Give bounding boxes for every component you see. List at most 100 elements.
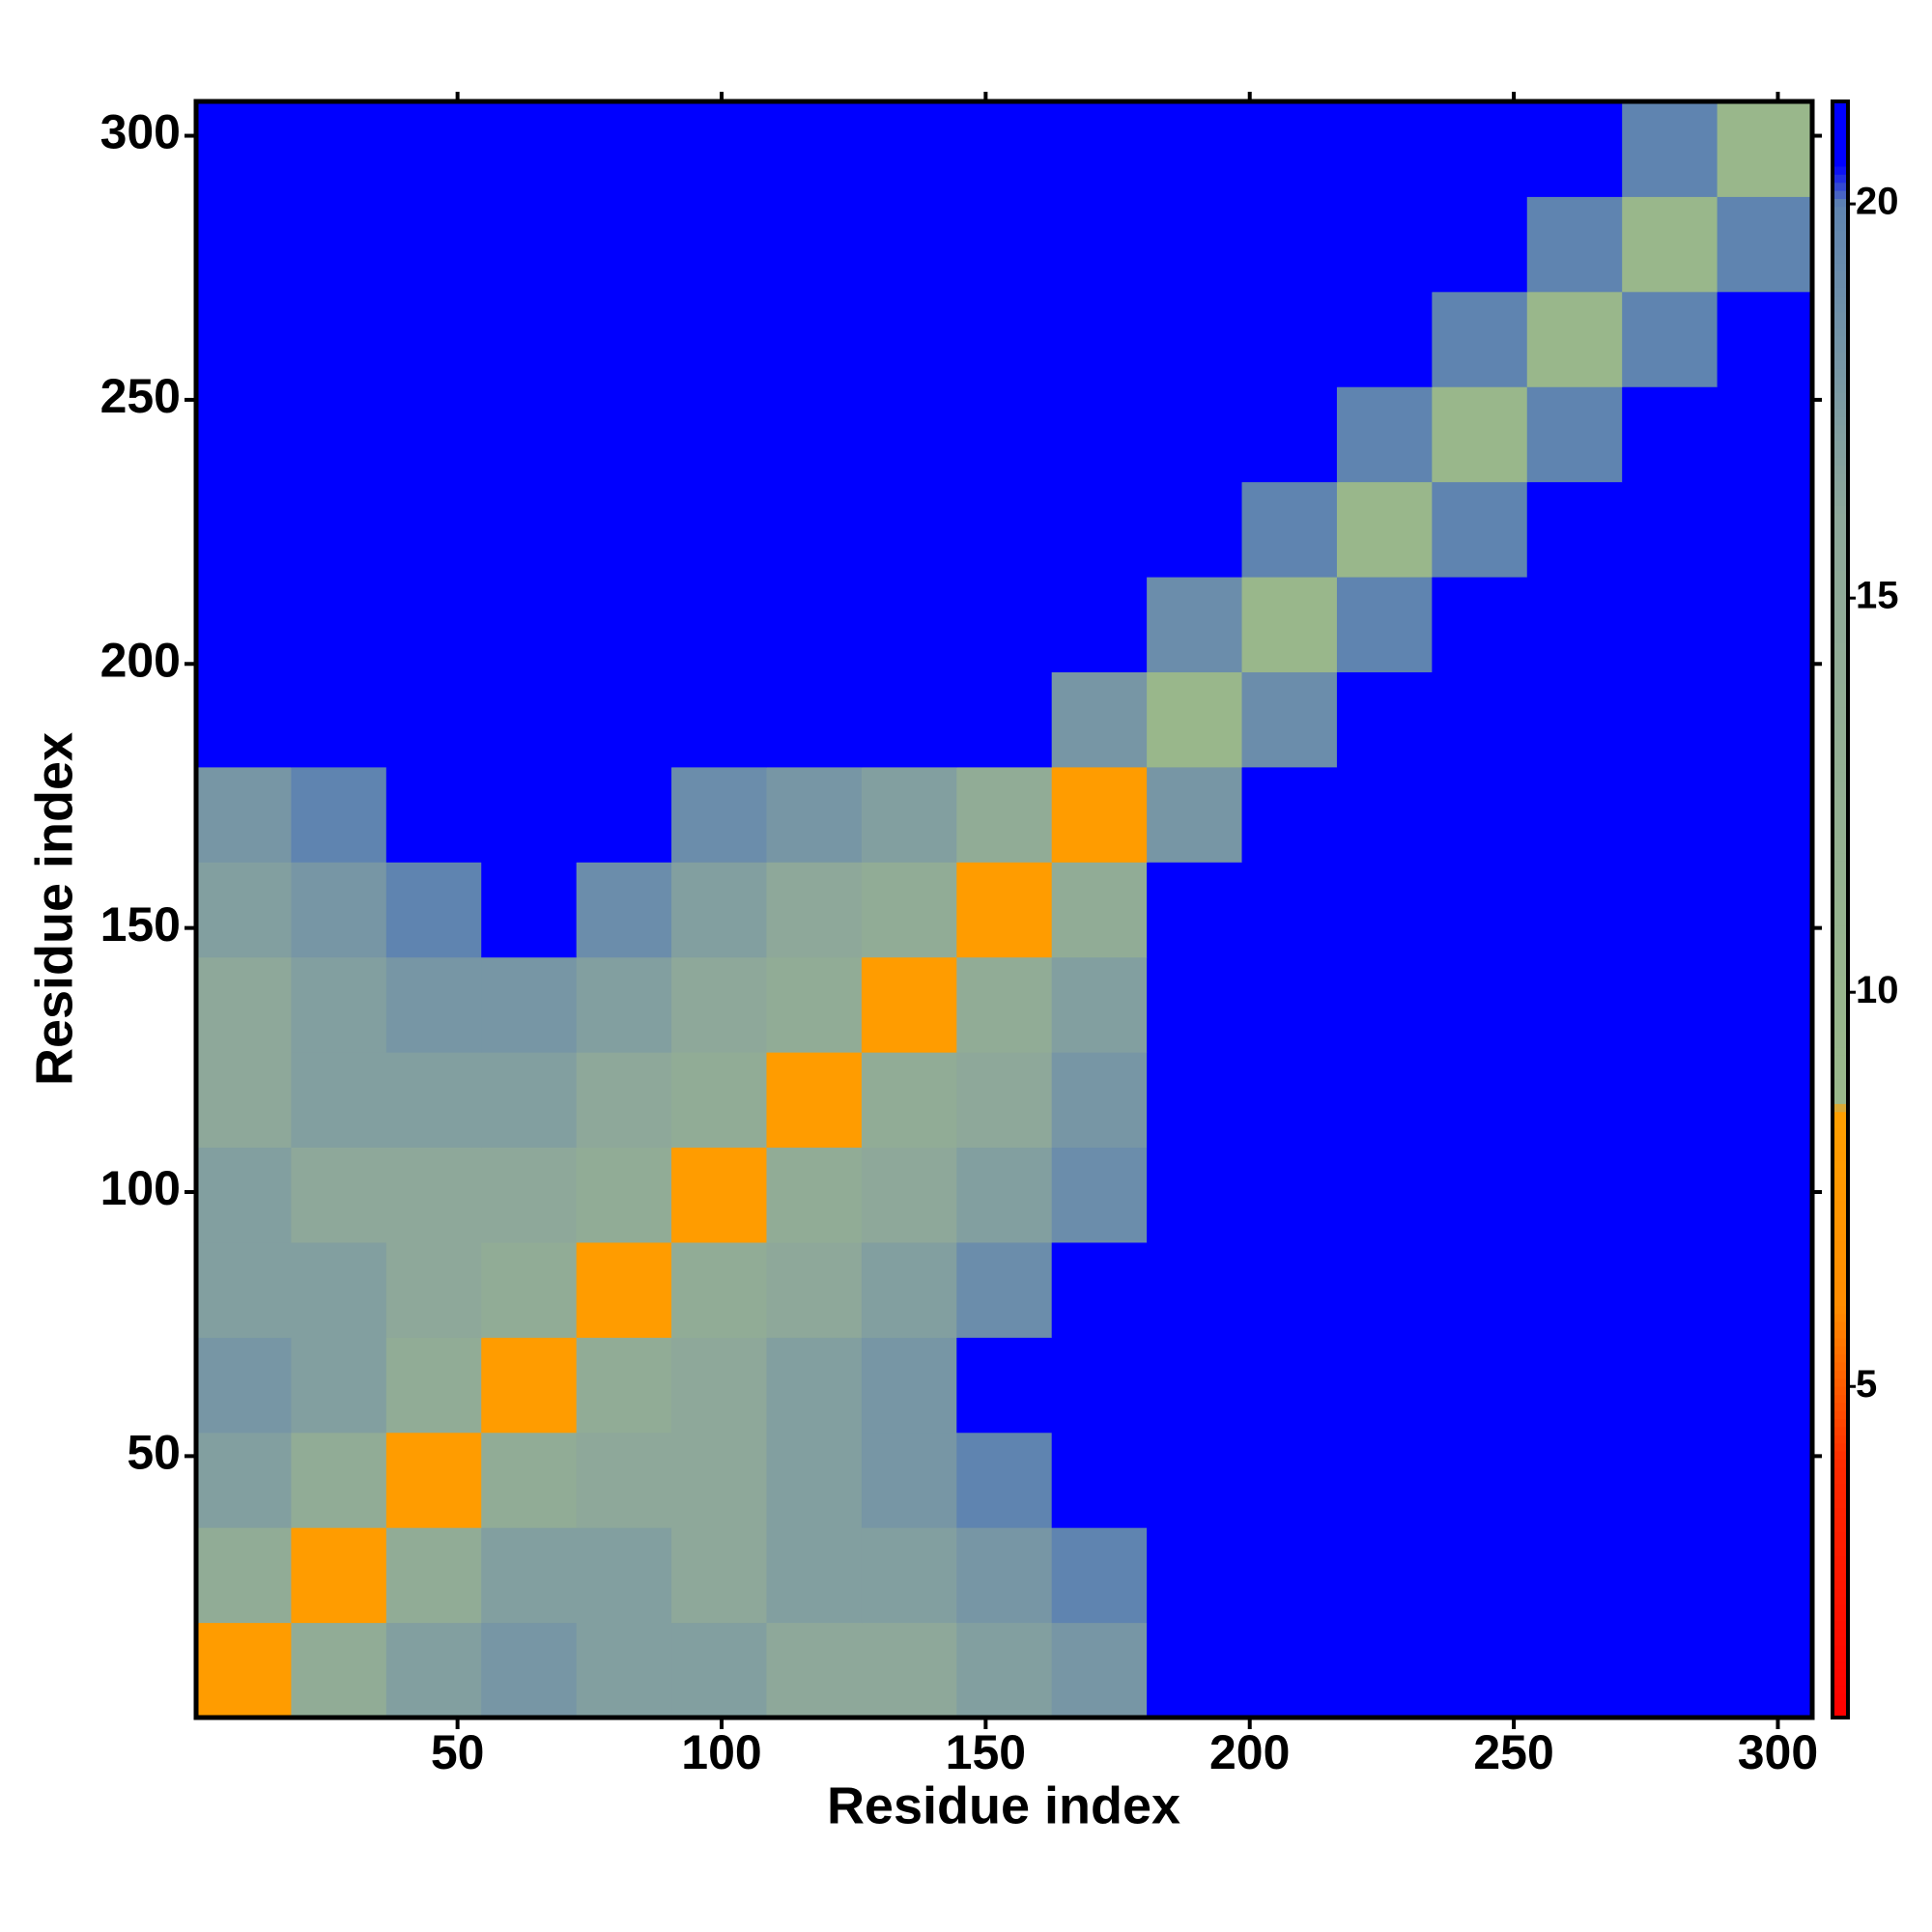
colorbar-step (1833, 141, 1848, 151)
colorbar-step (1833, 1111, 1848, 1121)
heatmap-cell (1432, 291, 1528, 387)
heatmap-cell (956, 1527, 1053, 1624)
heatmap-cell (1432, 1147, 1528, 1243)
heatmap-cell (1051, 1337, 1148, 1434)
heatmap-cell (1241, 1622, 1338, 1719)
x-tick-label: 250 (1473, 1725, 1553, 1779)
colorbar-step (1833, 1192, 1848, 1202)
heatmap-cell (196, 481, 292, 578)
heatmap-cell (956, 1337, 1053, 1434)
heatmap-cell (196, 1622, 292, 1719)
heatmap-cell (1717, 481, 1813, 578)
heatmap-cell (956, 862, 1053, 958)
heatmap-cell (1336, 956, 1433, 1053)
colorbar-step (1833, 505, 1848, 515)
colorbar-step (1833, 1579, 1848, 1589)
colorbar-step (1833, 1539, 1848, 1548)
colorbar-step (1833, 1410, 1848, 1420)
heatmap-cell (576, 956, 672, 1053)
heatmap-cell (1526, 862, 1623, 958)
heatmap-cell (1526, 1147, 1623, 1243)
colorbar-step (1833, 1596, 1848, 1605)
colorbar-step (1833, 1588, 1848, 1598)
heatmap-cell (861, 481, 957, 578)
heatmap-cell (1147, 101, 1243, 197)
y-tick-label: 100 (100, 1161, 181, 1215)
heatmap-cell (196, 956, 292, 1053)
colorbar-step (1833, 432, 1848, 441)
colorbar-step (1833, 440, 1848, 450)
heatmap-cell (1622, 291, 1719, 387)
heatmap-cell (1717, 1432, 1813, 1528)
heatmap-cell (766, 291, 863, 387)
heatmap-cell (1717, 101, 1813, 197)
x-tick-label: 100 (681, 1725, 761, 1779)
heatmap-cell (671, 671, 767, 768)
heatmap-cell (1147, 1527, 1243, 1624)
heatmap-cell (291, 1432, 387, 1528)
colorbar-step (1833, 812, 1848, 822)
colorbar-step (1833, 1183, 1848, 1193)
colorbar-step (1833, 1337, 1848, 1347)
heatmap-cell (196, 1337, 292, 1434)
heatmap-cell (766, 1052, 863, 1149)
colorbar-step (1833, 1224, 1848, 1234)
heatmap-cell (1526, 956, 1623, 1053)
heatmap-cell (576, 1622, 672, 1719)
heatmap-cell (1147, 956, 1243, 1053)
heatmap-cell (196, 291, 292, 387)
heatmap-cell (861, 196, 957, 293)
colorbar-step (1833, 1466, 1848, 1476)
colorbar-step (1833, 174, 1848, 184)
heatmap-cell (671, 481, 767, 578)
colorbar-step (1833, 465, 1848, 474)
heatmap-cell (956, 671, 1053, 768)
heatmap-cell (1717, 1527, 1813, 1624)
heatmap-cell (861, 766, 957, 863)
heatmap-cell (1622, 577, 1719, 672)
heatmap-cell (956, 196, 1053, 293)
colorbar-step (1833, 1370, 1848, 1379)
heatmap-cell (1336, 196, 1433, 293)
heatmap-cell (1526, 196, 1623, 293)
heatmap-cell (766, 1432, 863, 1528)
heatmap-cell (1432, 101, 1528, 197)
heatmap-cell (861, 671, 957, 768)
colorbar-step (1833, 1644, 1848, 1654)
heatmap-cell (291, 1527, 387, 1624)
colorbar-step (1833, 1499, 1848, 1509)
colorbar-step (1833, 472, 1848, 482)
heatmap-cell (385, 1147, 482, 1243)
heatmap-cell (196, 766, 292, 863)
heatmap-cell (1147, 1147, 1243, 1243)
colorbar-step (1833, 1459, 1848, 1468)
colorbar-step (1833, 1346, 1848, 1355)
colorbar-step (1833, 1233, 1848, 1242)
heatmap-cell (956, 386, 1053, 483)
heatmap-cell (1622, 766, 1719, 863)
heatmap-cell (291, 291, 387, 387)
heatmap-cell (1336, 1147, 1433, 1243)
colorbar-step (1833, 957, 1848, 967)
colorbar-step (1833, 1176, 1848, 1185)
heatmap-cell (1526, 1432, 1623, 1528)
colorbar-step (1833, 101, 1848, 110)
heatmap-cell (671, 577, 767, 672)
heatmap-cell (1147, 766, 1243, 863)
heatmap-cell (1717, 386, 1813, 483)
heatmap-cell (576, 1432, 672, 1528)
heatmap-cell (291, 577, 387, 672)
heatmap-cell (1622, 1052, 1719, 1149)
heatmap-cell (385, 577, 482, 672)
colorbar-step (1833, 1208, 1848, 1217)
y-tick-label: 50 (127, 1426, 181, 1480)
colorbar-step (1833, 157, 1848, 167)
colorbar-step (1833, 392, 1848, 402)
colorbar-step (1833, 707, 1848, 717)
colorbar-step (1833, 1548, 1848, 1557)
colorbar-step (1833, 1240, 1848, 1250)
colorbar-step (1833, 303, 1848, 313)
heatmap-cell (1432, 196, 1528, 293)
heatmap-cell (1432, 1337, 1528, 1434)
heatmap-cell (1336, 1527, 1433, 1624)
